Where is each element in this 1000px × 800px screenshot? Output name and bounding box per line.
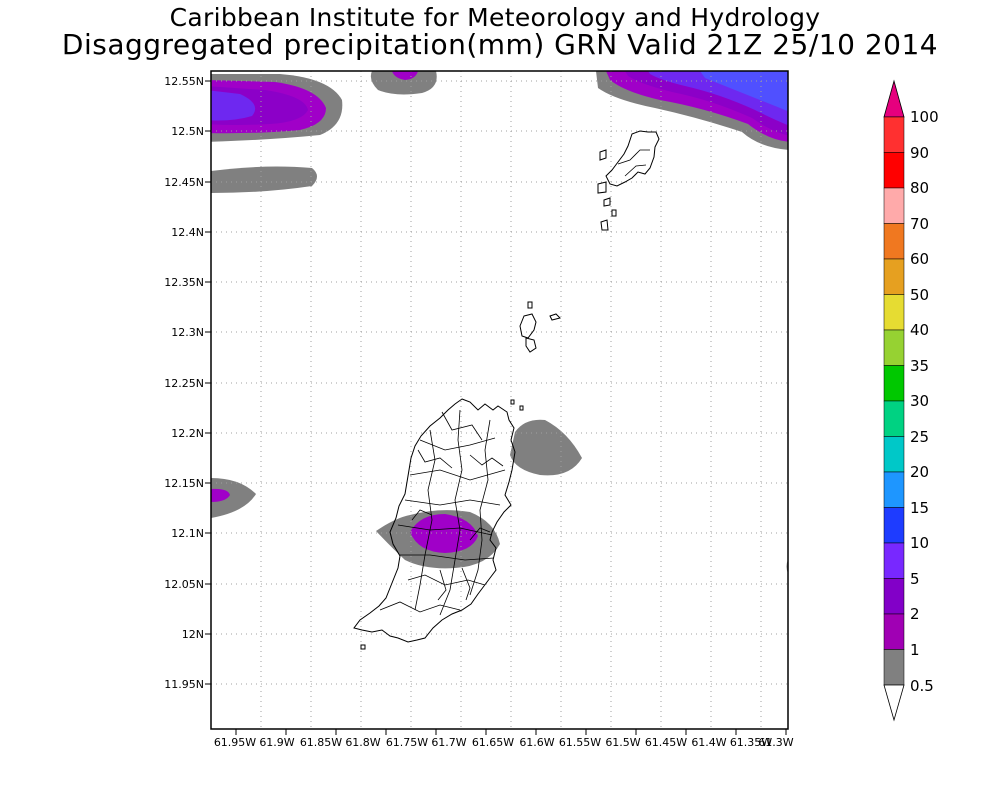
colorbar-swatch: [883, 578, 905, 615]
grenada-island: [353, 398, 516, 643]
colorbar-label: 25: [910, 428, 929, 446]
map-title: Caribbean Institute for Meteorology and …: [169, 3, 821, 32]
grenada-coastline: [353, 398, 516, 643]
lat-tick-label: 12.55N: [164, 75, 204, 88]
colorbar-label: 2: [910, 605, 920, 623]
colorbar-swatch: [883, 436, 905, 473]
precip-area-west-mid: [211, 478, 256, 518]
colorbar-label: 0.5: [910, 677, 934, 695]
lon-tick-label: 61.6W: [519, 736, 554, 749]
colorbar-swatch: [883, 507, 905, 544]
lon-tick-label: 61.4W: [691, 736, 726, 749]
colorbar-label: 100: [910, 108, 939, 126]
colorbar-label: 80: [910, 179, 929, 197]
colorbar-label: 60: [910, 250, 929, 268]
colorbar-swatch: [883, 400, 905, 437]
colorbar-label: 10: [910, 534, 929, 552]
lon-tick-label: 61.5W: [605, 736, 640, 749]
grenada-parish-lines: [379, 409, 506, 616]
lon-tick-label: 61.75W: [386, 736, 428, 749]
precip-area-top: [370, 71, 437, 95]
colorbar-bottom-arrow: [883, 684, 905, 722]
colorbar-legend: 100 90 80 70 60 50 40 35 30 25 20 15 10 …: [883, 79, 939, 722]
ronde-island: [519, 313, 537, 339]
lat-tick-label: 11.95N: [164, 678, 204, 691]
latitude-axis: 12.55N 12.5N 12.45N 12.4N 12.35N 12.3N 1…: [164, 75, 211, 691]
map-gridlines: [211, 71, 788, 729]
colorbar-swatch: [883, 152, 905, 189]
grenadine-islands: [360, 130, 660, 650]
lon-tick-label: 61.95W: [214, 736, 256, 749]
lat-tick-label: 12.5N: [171, 125, 204, 138]
precip-area-west-mid-1mm: [211, 488, 230, 502]
colorbar-swatch: [883, 223, 905, 260]
colorbar-swatch: [883, 542, 905, 579]
lon-tick-label: 61.45W: [645, 736, 687, 749]
lon-tick-label: 61.9W: [259, 736, 294, 749]
colorbar-label: 20: [910, 463, 929, 481]
precip-area-top-1mm: [392, 71, 418, 80]
plot-frame: [210, 70, 789, 730]
colorbar-label: 70: [910, 215, 929, 233]
lat-tick-label: 12.4N: [171, 226, 204, 239]
lon-tick-label: 61.55W: [559, 736, 601, 749]
colorbar-swatch: [883, 258, 905, 295]
map-subtitle: Disaggregated precipitation(mm) GRN Vali…: [61, 28, 939, 61]
lon-tick-label: 61.7W: [431, 736, 466, 749]
lat-tick-label: 12.05N: [164, 578, 204, 591]
colorbar-label: 1: [910, 641, 920, 659]
colorbar-label: 50: [910, 286, 929, 304]
lon-tick-label: 61.85W: [300, 736, 342, 749]
lat-tick-label: 12.25N: [164, 377, 204, 390]
colorbar-label: 15: [910, 499, 929, 517]
lon-tick-label: 61.35W: [730, 736, 772, 749]
colorbar-label: 30: [910, 392, 929, 410]
colorbar-label: 5: [910, 570, 920, 588]
colorbar-swatch: [883, 613, 905, 650]
colorbar-label: 90: [910, 144, 929, 162]
colorbar-label: 40: [910, 321, 929, 339]
lat-tick-label: 12N: [182, 628, 204, 641]
lat-tick-label: 12.15N: [164, 477, 204, 490]
colorbar-label: 35: [910, 357, 929, 375]
colorbar-swatch: [883, 365, 905, 402]
colorbar-swatch: [883, 116, 905, 153]
colorbar-swatch: [883, 294, 905, 331]
lat-tick-label: 12.3N: [171, 326, 204, 339]
colorbar-swatch: [883, 471, 905, 508]
lon-tick-label: 61.3W: [758, 736, 793, 749]
colorbar-swatch: [883, 187, 905, 224]
lat-tick-label: 12.35N: [164, 276, 204, 289]
colorbar-swatch: [883, 329, 905, 366]
lat-tick-label: 12.1N: [171, 527, 204, 540]
lat-tick-label: 12.2N: [171, 427, 204, 440]
precip-area-nw-5mm: [211, 90, 255, 121]
colorbar-top-arrow: [883, 79, 905, 118]
precip-area-w: [211, 166, 317, 193]
precip-area-east: [510, 419, 582, 476]
precipitation-field: [211, 71, 788, 574]
lon-tick-label: 61.65W: [472, 736, 514, 749]
longitude-axis: 61.95W 61.9W 61.85W 61.8W 61.75W 61.7W 6…: [214, 729, 794, 749]
colorbar-swatch: [883, 649, 905, 686]
lat-tick-label: 12.45N: [164, 176, 204, 189]
lon-tick-label: 61.8W: [345, 736, 380, 749]
carriacou-island: [605, 130, 660, 187]
